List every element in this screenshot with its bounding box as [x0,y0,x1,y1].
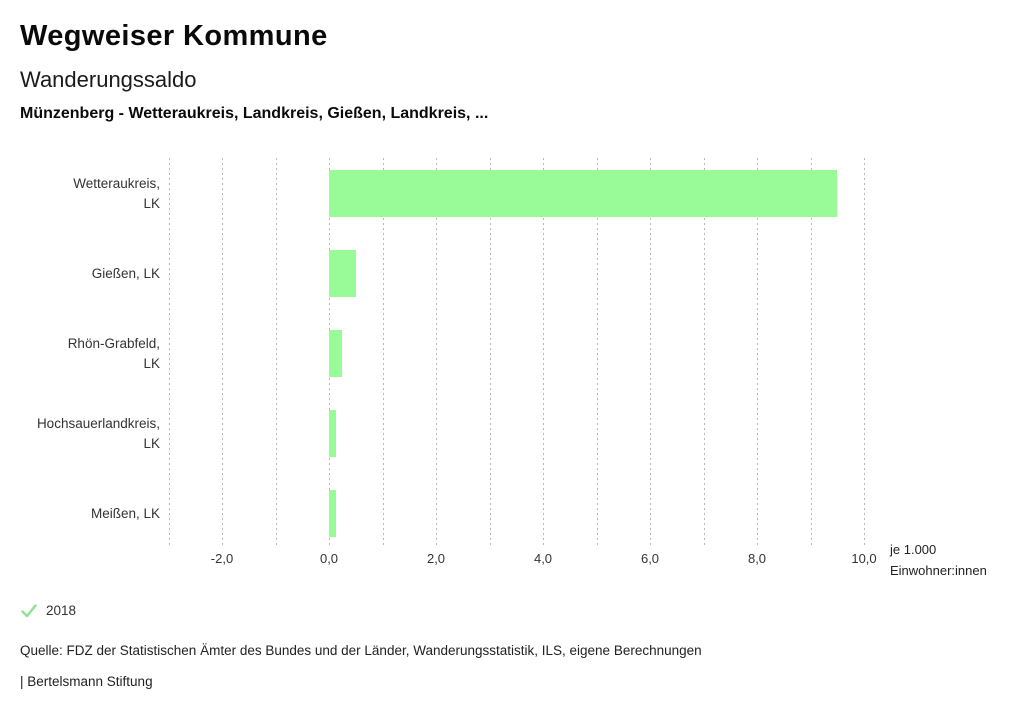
x-axis-unit-line-2: Einwohner:innen [890,563,987,578]
category-label: Hochsauerlandkreis, LK [10,410,160,457]
x-gridline [436,158,437,546]
category-label-line: LK [143,355,160,371]
category-label-line: Meißen, LK [90,505,160,521]
category-label: Wetteraukreis, LK [10,170,160,217]
x-tick-label: 2,0 [426,551,446,566]
x-gridline [810,158,812,546]
x-gridline [596,158,598,546]
category-label-line: LK [143,195,160,211]
source-attribution: Quelle: FDZ der Statistischen Ämter des … [20,643,702,658]
x-gridline [489,158,491,546]
branding-text: | Bertelsmann Stiftung [20,674,153,689]
x-tick-label: 4,0 [533,551,553,566]
bar-rhön-grabfeld-lk [329,330,343,377]
legend-year-label: 2018 [46,603,77,618]
x-gridline [864,158,865,546]
category-label-line: Gießen, LK [91,265,160,281]
checkmark-icon [21,604,37,618]
x-gridline [543,158,544,546]
x-axis-unit-label: je 1.000 Einwohner:innen [890,539,987,581]
category-label: Rhön-Grabfeld, LK [10,330,160,377]
category-label-line: Hochsauerlandkreis, [36,415,160,431]
x-gridline [168,158,170,546]
x-tick-label: 6,0 [640,551,660,566]
category-label-line: LK [143,435,160,451]
x-gridline [703,158,705,546]
x-gridline [382,158,384,546]
bar-hochsauerlandkreis-lk [329,410,336,457]
x-gridline [222,158,223,546]
x-gridline [275,158,277,546]
chart-title: Wanderungssaldo [20,67,197,92]
x-tick-label: 8,0 [747,551,767,566]
page-title: Wegweiser Kommune [20,20,328,52]
bar-meißen-lk [329,490,336,537]
x-tick-label: 0,0 [319,551,339,566]
x-tick-label: 10,0 [851,551,877,566]
x-gridline [650,158,651,546]
legend-item-2018[interactable]: 2018 [21,603,76,618]
category-label: Gießen, LK [10,250,160,297]
x-tick-label: -2,0 [210,551,234,566]
chart-comparison-subtitle: Münzenberg - Wetteraukreis, Landkreis, G… [20,105,489,122]
category-label: Meißen, LK [10,490,160,537]
bar-gießen-lk [329,250,356,297]
category-label-line: Rhön-Grabfeld, [67,335,160,351]
bar-wetteraukreis-lk [329,170,838,217]
category-label-line: Wetteraukreis, [73,175,160,191]
x-gridline [757,158,758,546]
x-axis-unit-line-1: je 1.000 [890,542,937,557]
